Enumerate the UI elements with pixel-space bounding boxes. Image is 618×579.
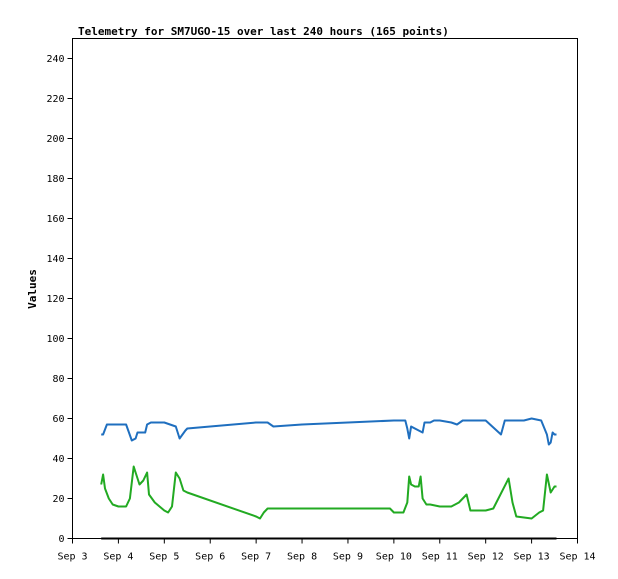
y-tick-label: 180 xyxy=(46,174,64,185)
y-tick-label: 120 xyxy=(46,294,64,305)
y-axis-label: Values xyxy=(26,269,39,309)
x-tick-label: Sep 14 xyxy=(559,552,595,563)
y-tick-label: 240 xyxy=(46,54,64,65)
series-line-2 xyxy=(100,465,557,520)
y-tick-label: 40 xyxy=(52,454,64,465)
series-layer xyxy=(100,417,557,540)
y-tick-label: 80 xyxy=(52,374,64,385)
y-tick-label: 220 xyxy=(46,94,64,105)
y-tick-label: 140 xyxy=(46,254,64,265)
x-tick-label: Sep 4 xyxy=(103,552,133,563)
y-tick-label: 20 xyxy=(52,494,64,505)
x-tick-label: Sep 7 xyxy=(241,552,271,563)
x-tick-label: Sep 3 xyxy=(57,552,87,563)
x-tick-label: Sep 5 xyxy=(149,552,179,563)
series-line-1 xyxy=(101,417,557,446)
y-tick-label: 60 xyxy=(52,414,64,425)
x-tick-label: Sep 12 xyxy=(468,552,504,563)
y-axis: 0 20 40 60 80 100 120 140 160 180 200 220 240 xyxy=(46,54,73,545)
x-tick-label: Sep 9 xyxy=(333,552,363,563)
x-tick-label: Sep 11 xyxy=(422,552,458,563)
x-tick-label: Sep 8 xyxy=(287,552,317,563)
y-tick-label: 0 xyxy=(58,534,64,545)
chart-title: Telemetry for SM7UGO-15 over last 240 ho… xyxy=(78,25,449,38)
y-tick-label: 100 xyxy=(46,334,64,345)
plot-frame xyxy=(72,38,578,539)
y-tick-label: 200 xyxy=(46,134,64,145)
x-tick-label: Sep 13 xyxy=(514,552,550,563)
x-tick-label: Sep 10 xyxy=(376,552,412,563)
x-axis: Sep 3 Sep 4 Sep 5 Sep 6 Sep 7 Sep 8 Sep 9 Sep 1… xyxy=(57,538,596,563)
y-tick-label: 160 xyxy=(46,214,64,225)
x-tick-label: Sep 6 xyxy=(195,552,225,563)
